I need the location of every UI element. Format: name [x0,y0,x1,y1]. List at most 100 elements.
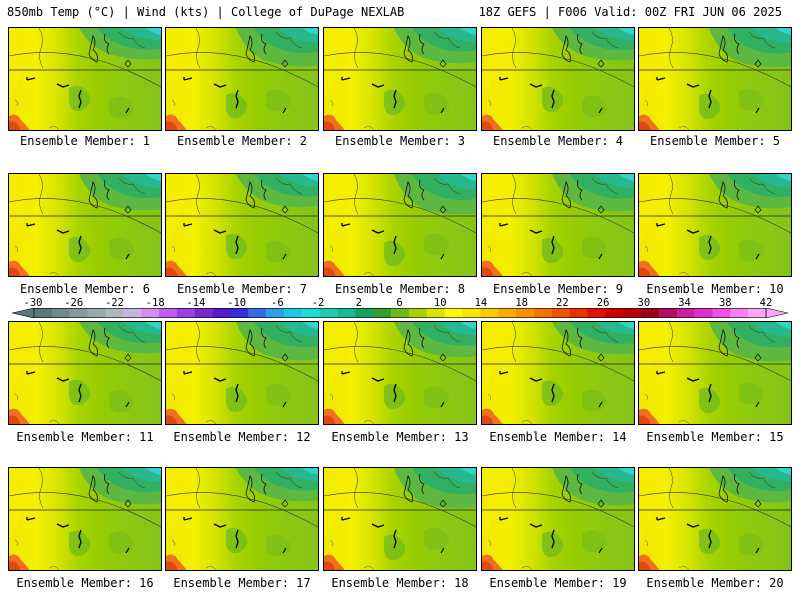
ensemble-map-panel-6 [8,173,162,277]
colorbar-swatch [158,308,178,318]
colorbar-swatch [34,308,53,318]
ensemble-member-label: Ensemble Member: 19 [489,576,627,590]
colorbar-swatch [212,308,231,318]
ensemble-member-label: Ensemble Member: 1 [19,134,151,148]
colorbar-swatch [319,308,338,318]
colorbar-swatch [605,308,624,318]
colorbar-tick-label: -30 [23,297,43,309]
colorbar-swatch [105,308,124,318]
ensemble-map-panel-8 [323,173,477,277]
ensemble-member-label: Ensemble Member: 14 [489,430,627,444]
ensemble-map-panel-11 [8,321,162,425]
colorbar-swatch [408,308,428,318]
colorbar-swatch [480,308,499,318]
ensemble-member-label: Ensemble Member: 4 [492,134,624,148]
colorbar-swatch [676,308,695,318]
colorbar-tick-label: 38 [718,297,732,309]
colorbar-tick-label: -6 [271,297,284,309]
ensemble-map-panel-17 [165,467,319,571]
colorbar-tick-label: 22 [556,297,569,309]
colorbar-tick-label: 26 [596,297,610,309]
ensemble-member-label: Ensemble Member: 9 [492,282,624,296]
ensemble-member-label: Ensemble Member: 7 [176,282,308,296]
colorbar-tick-label: 18 [515,297,528,309]
colorbar-swatch [569,308,588,318]
ensemble-map-panel-2 [165,27,319,131]
colorbar-tick-label: 10 [433,297,447,309]
colorbar-swatch [516,308,535,318]
colorbar-swatch [123,308,142,318]
colorbar-swatch [623,308,642,318]
ensemble-member-label: Ensemble Member: 20 [646,576,784,590]
colorbar-swatch [587,308,606,318]
colorbar-low-arrow [12,308,35,318]
ensemble-map-panel-9 [481,173,635,277]
colorbar-tick-label: -10 [227,297,247,309]
ensemble-member-label: Ensemble Member: 13 [331,430,469,444]
colorbar-tick-label: -26 [64,297,84,309]
colorbar-swatch [730,308,749,318]
ensemble-member-label: Ensemble Member: 6 [19,282,151,296]
ensemble-member-label: Ensemble Member: 11 [16,430,154,444]
ensemble-map-panel-16 [8,467,162,571]
colorbar-tick-label: 34 [678,297,691,309]
colorbar-swatch [355,308,374,318]
map-title: 850mb Temp (°C) | Wind (kts) | College o… [7,5,405,19]
colorbar-swatch [694,308,713,318]
colorbar-swatch [301,308,320,318]
colorbar-tick-label: -14 [186,297,206,309]
colorbar-swatch [87,308,106,318]
colorbar-swatch [373,308,392,318]
colorbar-swatch [230,308,249,318]
ensemble-member-label: Ensemble Member: 8 [334,282,466,296]
colorbar-tick-label: 30 [637,297,651,309]
colorbar-swatch [176,308,195,318]
colorbar-tick-label: -2 [311,297,325,309]
ensemble-map-panel-20 [638,467,792,571]
colorbar-swatch [551,308,570,318]
colorbar-tick-label: -22 [104,297,124,309]
ensemble-map-panel-10 [638,173,792,277]
ensemble-map-panel-19 [481,467,635,571]
ensemble-map-panel-18 [323,467,477,571]
colorbar-swatch [266,308,285,318]
colorbar-swatch [712,308,731,318]
colorbar-swatch [533,308,553,318]
ensemble-map-panel-15 [638,321,792,425]
colorbar-swatch [748,308,767,318]
colorbar-tick-label: 14 [474,297,488,309]
ensemble-member-label: Ensemble Member: 12 [173,430,311,444]
ensemble-map-panel-5 [638,27,792,131]
ensemble-member-label: Ensemble Member: 18 [331,576,469,590]
colorbar-swatch [337,308,356,318]
colorbar-tick-label: -18 [145,297,165,309]
ensemble-map-panel-7 [165,173,319,277]
colorbar-swatch [248,308,267,318]
ensemble-map-panel-4 [481,27,635,131]
colorbar-swatch [498,308,517,318]
colorbar-swatch [69,308,88,318]
colorbar-swatch [426,308,445,318]
ensemble-map-panel-1 [8,27,162,131]
colorbar-swatch [641,308,660,318]
ensemble-member-label: Ensemble Member: 2 [176,134,308,148]
ensemble-member-label: Ensemble Member: 3 [334,134,466,148]
ensemble-map-panel-3 [323,27,477,131]
colorbar-tick-label: 42 [759,297,773,309]
colorbar-tick-label: 2 [355,297,362,309]
colorbar-high-arrow [765,308,788,318]
colorbar-swatch [51,308,71,318]
colorbar-swatch [444,308,463,318]
colorbar-tick-label: 6 [396,297,403,309]
colorbar-swatch [391,308,410,318]
ensemble-member-label: Ensemble Member: 15 [646,430,784,444]
ensemble-map-panel-12 [165,321,319,425]
ensemble-member-label: Ensemble Member: 10 [646,282,784,296]
colorbar-swatch [283,308,303,318]
colorbar-swatch [658,308,678,318]
ensemble-map-panel-14 [481,321,635,425]
ensemble-member-label: Ensemble Member: 16 [16,576,154,590]
ensemble-map-panel-13 [323,321,477,425]
ensemble-member-label: Ensemble Member: 17 [173,576,311,590]
ensemble-member-label: Ensemble Member: 5 [649,134,781,148]
